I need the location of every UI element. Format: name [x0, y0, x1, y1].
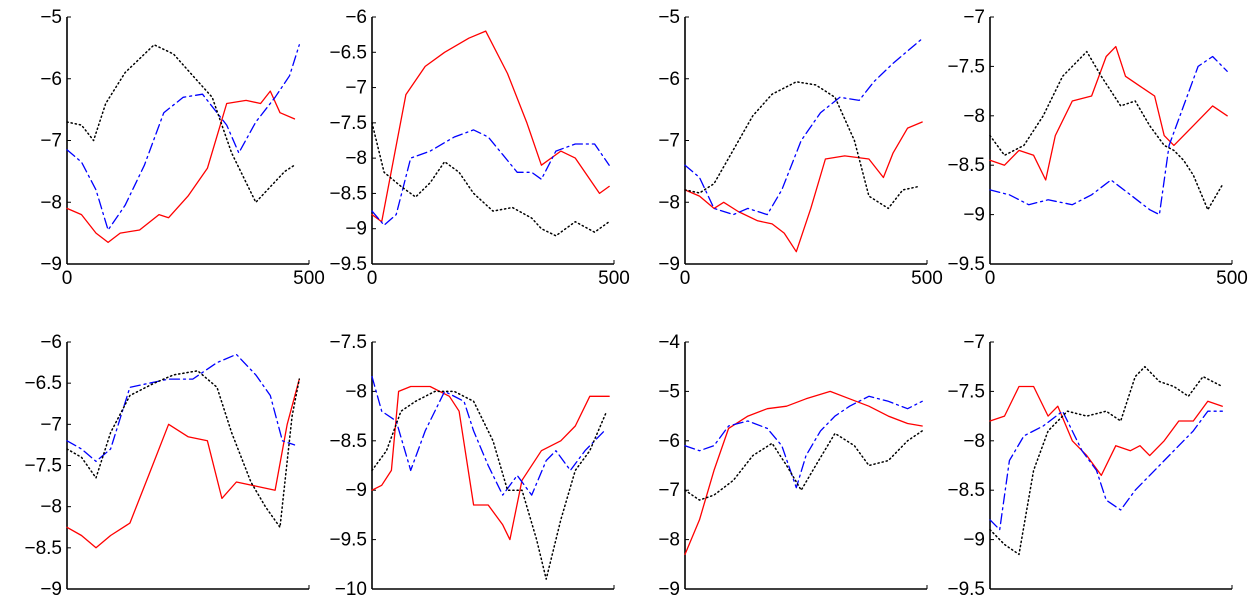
y-tick-label: −6 — [40, 69, 62, 90]
y-tick-label: −5 — [658, 381, 680, 402]
x-tick-label: 500 — [293, 268, 325, 289]
y-tick-label: −9 — [40, 579, 62, 595]
subplot-5: −9 −8.5 −8 −7.5 −7 −6.5 −6 0 500 — [24, 332, 324, 595]
series-line-blue — [66, 353, 296, 463]
y-tick-label: −7.5 — [329, 332, 367, 353]
series-line-red — [371, 30, 610, 223]
y-tick-label: −7 — [40, 131, 62, 152]
x-tick-label: 500 — [598, 268, 630, 289]
y-tick-label: −8 — [658, 530, 680, 551]
y-tick-label: −8.5 — [329, 183, 367, 204]
y-tick-label: −9 — [40, 254, 62, 275]
y-tick-label: −9.5 — [329, 530, 367, 551]
series-line-red — [66, 378, 300, 549]
y-tick-label: −4 — [658, 332, 680, 353]
y-tick-label: −8 — [658, 192, 680, 213]
y-tick-label: −7 — [40, 414, 62, 435]
y-tick-label: −6 — [40, 332, 62, 353]
y-tick-label: −8 — [963, 106, 985, 127]
series-line-red — [66, 90, 296, 244]
x-tick-label: 0 — [367, 593, 378, 595]
y-tick-label: −8.5 — [947, 480, 985, 501]
x-tick-label: 0 — [985, 593, 996, 595]
series-line-red — [989, 385, 1223, 477]
series-line-blue — [989, 55, 1228, 216]
series-line-black — [684, 81, 919, 210]
y-tick-label: −6.5 — [24, 373, 62, 394]
subplot-2: −9.5 −9 −8.5 −8 −7.5 −7 −6.5 −6 0 500 — [329, 7, 629, 289]
y-tick-label: −9.5 — [947, 254, 985, 275]
series-line-red — [684, 390, 923, 556]
y-tick-label: −7.5 — [24, 456, 62, 477]
x-tick-label: 500 — [598, 593, 630, 595]
x-tick-label: 500 — [911, 268, 943, 289]
series-line-blue — [371, 375, 605, 496]
y-tick-label: −5 — [658, 7, 680, 28]
y-tick-label: −6 — [658, 431, 680, 452]
x-tick-label: 0 — [680, 268, 691, 289]
y-tick-label: −8 — [345, 148, 367, 169]
series-line-black — [989, 50, 1224, 211]
y-tick-label: −7 — [658, 480, 680, 501]
y-tick-label: −8 — [345, 381, 367, 402]
subplot-1: −9 −8 −7 −6 −5 0 500 — [40, 7, 325, 289]
x-tick-label: 0 — [62, 268, 73, 289]
series-line-black — [371, 122, 610, 237]
y-tick-label: −8.5 — [24, 538, 62, 559]
x-tick-label: 500 — [1216, 268, 1248, 289]
y-tick-label: −7 — [658, 131, 680, 152]
y-tick-label: −9.5 — [329, 254, 367, 275]
x-tick-label: 500 — [911, 593, 943, 595]
y-tick-label: −8.5 — [329, 431, 367, 452]
y-tick-label: −9 — [345, 480, 367, 501]
subplot-6: −10 −9.5 −9 −8.5 −8 −7.5 0 500 — [329, 332, 629, 595]
series-line-red — [989, 45, 1228, 181]
y-tick-label: −9.5 — [947, 579, 985, 595]
y-tick-label: −9 — [963, 205, 985, 226]
y-tick-label: −9 — [345, 219, 367, 240]
series-line-black — [66, 370, 301, 529]
x-tick-label: 500 — [293, 593, 325, 595]
series-line-blue — [66, 44, 300, 231]
series-line-blue — [684, 37, 923, 216]
y-tick-label: −8 — [40, 497, 62, 518]
x-tick-label: 0 — [985, 268, 996, 289]
series-line-blue — [989, 410, 1223, 531]
y-tick-label: −8 — [963, 431, 985, 452]
y-tick-label: −9 — [963, 530, 985, 551]
y-tick-label: −5 — [40, 7, 62, 28]
y-tick-label: −10 — [335, 579, 367, 595]
y-tick-label: −7 — [345, 78, 367, 99]
y-tick-label: −6.5 — [329, 42, 367, 63]
x-tick-label: 0 — [680, 593, 691, 595]
x-tick-label: 500 — [1216, 593, 1248, 595]
y-tick-label: −9 — [658, 579, 680, 595]
series-line-black — [684, 430, 923, 501]
series-line-black — [371, 390, 608, 580]
y-tick-label: −7.5 — [947, 381, 985, 402]
y-tick-label: −7 — [963, 7, 985, 28]
y-tick-label: −6 — [345, 7, 367, 28]
x-tick-label: 0 — [62, 593, 73, 595]
series-line-red — [684, 121, 923, 253]
series-line-blue — [371, 129, 610, 226]
y-tick-label: −7 — [963, 332, 985, 353]
subplot-8: −9.5 −9 −8.5 −8 −7.5 −7 0 500 — [947, 332, 1247, 595]
series-line-red — [371, 385, 610, 541]
y-tick-label: −7.5 — [947, 56, 985, 77]
x-tick-label: 0 — [367, 268, 378, 289]
y-tick-label: −9 — [658, 254, 680, 275]
y-tick-label: −8 — [40, 192, 62, 213]
y-tick-label: −8.5 — [947, 155, 985, 176]
subplot-7: −9 −8 −7 −6 −5 −4 0 500 — [658, 332, 943, 595]
y-tick-label: −6 — [658, 69, 680, 90]
subplot-3: −9 −8 −7 −6 −5 0 500 — [658, 7, 943, 289]
subplot-4: −9.5 −9 −8.5 −8 −7.5 −7 0 500 — [947, 7, 1247, 289]
series-line-black — [989, 365, 1224, 556]
series-line-blue — [684, 395, 923, 489]
series-line-black — [66, 44, 296, 204]
y-tick-label: −7.5 — [329, 113, 367, 134]
